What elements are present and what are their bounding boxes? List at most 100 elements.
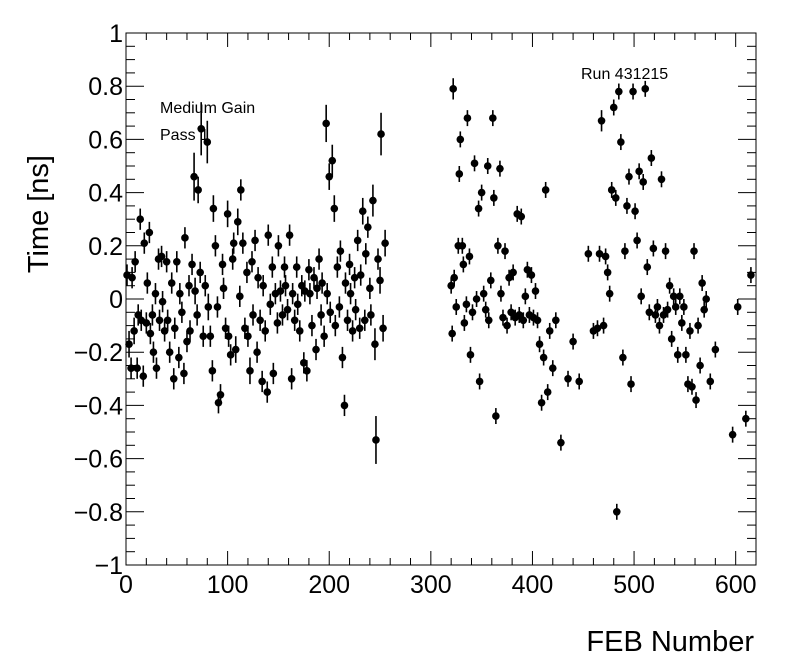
data-point: [355, 317, 364, 339]
point-marker: [379, 324, 387, 333]
point-marker: [462, 300, 471, 309]
point-marker: [130, 327, 138, 335]
point-marker: [468, 308, 477, 317]
data-point: [617, 134, 625, 151]
data-point: [531, 283, 540, 299]
data-point: [326, 301, 335, 323]
data-point: [231, 336, 240, 363]
point-marker: [619, 353, 627, 362]
data-point: [273, 312, 282, 334]
point-marker: [543, 388, 552, 396]
data-point: [702, 291, 711, 307]
data-point: [629, 83, 637, 100]
data-point: [509, 264, 517, 281]
data-point: [496, 160, 504, 177]
point-marker: [201, 281, 210, 290]
point-marker: [470, 159, 479, 168]
point-marker: [643, 263, 652, 271]
point-marker: [292, 263, 301, 271]
data-point: [706, 373, 715, 390]
data-point: [376, 267, 384, 294]
data-point: [611, 189, 620, 206]
data-point: [249, 304, 257, 326]
data-point: [243, 261, 251, 284]
data-point: [692, 392, 700, 409]
point-marker: [367, 311, 375, 319]
data-point: [165, 341, 174, 363]
data-point: [251, 229, 259, 252]
data-point: [665, 277, 674, 294]
point-marker: [199, 332, 208, 341]
point-marker: [221, 324, 230, 333]
data-point: [671, 299, 680, 315]
data-point: [178, 301, 186, 323]
point-marker: [497, 289, 505, 298]
point-marker: [733, 303, 742, 311]
data-point: [505, 269, 513, 286]
data-point: [203, 120, 212, 164]
point-marker: [601, 252, 610, 261]
point-marker: [229, 239, 238, 247]
point-marker: [346, 289, 355, 298]
point-marker: [702, 295, 711, 303]
point-marker: [575, 377, 583, 386]
data-point: [539, 349, 548, 366]
data-point: [490, 189, 498, 206]
point-marker: [682, 351, 690, 359]
point-marker: [191, 287, 199, 295]
data-point: [142, 312, 151, 334]
x-tick-label: 0: [119, 571, 133, 599]
data-point: [328, 144, 337, 177]
axis-ticks: [125, 32, 756, 566]
data-point: [747, 267, 755, 284]
data-point: [472, 291, 481, 307]
data-point: [470, 155, 479, 172]
data-point: [477, 184, 486, 201]
point-marker: [366, 284, 374, 293]
data-point: [208, 360, 217, 382]
data-point: [647, 150, 656, 166]
data-point: [290, 309, 299, 331]
point-marker: [455, 170, 464, 178]
point-marker: [690, 247, 698, 255]
data-point: [190, 152, 198, 201]
point-marker: [224, 332, 233, 341]
data-point: [263, 381, 272, 403]
point-marker: [145, 228, 154, 237]
data-point: [246, 357, 254, 385]
data-point: [694, 317, 702, 334]
point-marker: [152, 364, 161, 372]
point-marker: [208, 367, 217, 375]
data-point: [157, 245, 166, 268]
data-point: [335, 296, 344, 318]
data-point: [313, 277, 321, 299]
data-point: [698, 275, 706, 292]
data-point: [621, 243, 629, 260]
point-marker: [251, 236, 259, 245]
point-marker: [548, 364, 557, 372]
point-marker: [310, 273, 318, 282]
data-point: [690, 243, 698, 260]
data-point: [325, 163, 334, 190]
data-point: [244, 325, 252, 347]
point-marker: [539, 353, 548, 362]
point-marker: [629, 87, 637, 96]
point-marker: [653, 303, 662, 311]
point-marker: [376, 276, 384, 285]
data-point: [521, 288, 530, 305]
point-marker: [503, 321, 511, 330]
point-marker: [694, 321, 702, 330]
point-marker: [631, 207, 639, 216]
point-marker: [330, 204, 339, 213]
data-point: [364, 216, 372, 238]
x-tick-label: 400: [512, 571, 554, 599]
point-marker: [364, 223, 372, 231]
data-point: [213, 296, 222, 318]
point-marker: [637, 292, 645, 301]
data-point: [155, 309, 164, 331]
data-point: [167, 272, 176, 294]
data-point: [315, 248, 323, 270]
data-point: [341, 272, 350, 294]
data-point: [584, 245, 593, 262]
point-marker: [747, 271, 755, 279]
